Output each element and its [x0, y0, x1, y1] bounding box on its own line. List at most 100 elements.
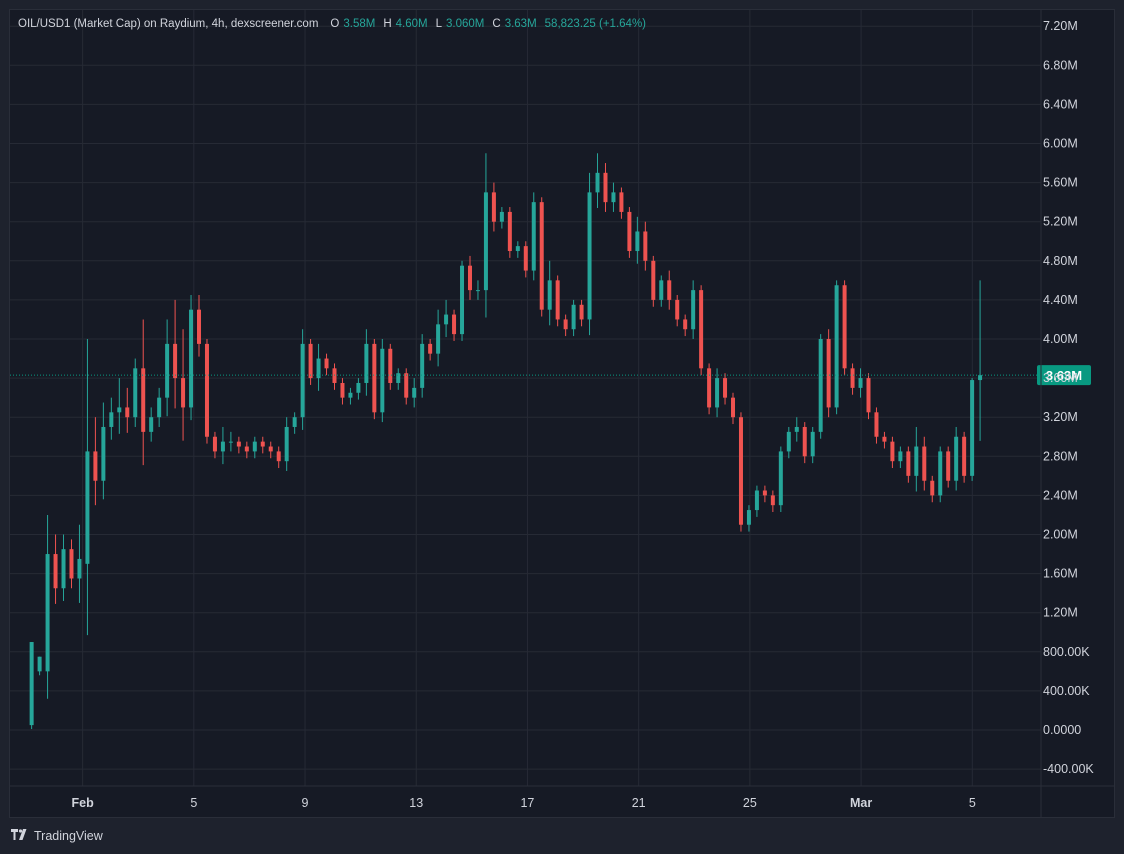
- candle: [340, 378, 345, 405]
- candle: [731, 392, 736, 425]
- candle: [404, 368, 409, 405]
- candle: [587, 172, 592, 336]
- candle: [802, 422, 807, 464]
- legend-change: 58,823.25 (+1.64%): [544, 18, 646, 30]
- candle: [643, 221, 648, 271]
- y-tick-label: 3.60M: [1043, 371, 1078, 385]
- candle: [189, 295, 194, 421]
- candle: [149, 407, 154, 442]
- y-tick-label: 6.80M: [1043, 58, 1078, 72]
- brand-name[interactable]: TradingView: [34, 829, 103, 843]
- legend-open-label: O: [330, 18, 340, 30]
- legend-high-label: H: [383, 18, 392, 30]
- chart-canvas[interactable]: 3.63M 7.20M 6.80M 6.40M 6.00M 5.60M 5.20M 4.80…: [10, 10, 1114, 817]
- y-tick-label: 1.20M: [1043, 606, 1078, 620]
- candle: [117, 378, 122, 434]
- y-tick-label: 7.20M: [1043, 19, 1078, 33]
- symbol-title: OIL/USD1 (Market Cap) on Raydium, 4h, de…: [18, 18, 319, 30]
- candle: [691, 280, 696, 339]
- candle: [483, 153, 488, 318]
- candle: [348, 387, 353, 405]
- candle: [978, 280, 983, 441]
- candle: [882, 431, 887, 449]
- candle: [866, 373, 871, 420]
- candle: [292, 412, 297, 434]
- x-tick-label: 25: [743, 796, 757, 810]
- candle: [444, 299, 449, 338]
- candle: [675, 295, 680, 327]
- symbol-legend: OIL/USD1 (Market Cap) on Raydium, 4h, de…: [18, 18, 646, 30]
- y-tick-label: 0.0000: [1043, 723, 1081, 737]
- y-tick-label: 5.60M: [1043, 176, 1078, 190]
- candle: [515, 241, 520, 258]
- tradingview-logo-icon[interactable]: [10, 829, 30, 843]
- candle: [69, 539, 74, 589]
- candle: [165, 319, 170, 417]
- current-price-tag: [1037, 365, 1091, 386]
- candle: [786, 426, 791, 459]
- candle: [29, 642, 34, 730]
- candle: [372, 339, 377, 420]
- candle: [970, 378, 975, 481]
- candle: [906, 446, 911, 483]
- candle: [547, 260, 552, 326]
- candle: [316, 343, 321, 391]
- candle: [220, 426, 225, 465]
- candle: [53, 534, 58, 604]
- y-tick-label: 6.00M: [1043, 137, 1078, 151]
- candle: [954, 426, 959, 491]
- candle: [962, 431, 967, 483]
- candle: [412, 378, 417, 408]
- candle: [181, 329, 186, 441]
- x-tick-label: 13: [409, 796, 423, 810]
- time-axis[interactable]: Feb 5 9 13 17 21 25 Mar 5: [10, 785, 1114, 810]
- candle: [595, 153, 600, 209]
- candle: [810, 426, 815, 464]
- grid-lines: [10, 10, 1041, 786]
- candle: [651, 255, 656, 307]
- candle: [754, 485, 759, 517]
- candle: [555, 275, 560, 327]
- y-tick-label: 800.00K: [1043, 645, 1090, 659]
- candle: [332, 363, 337, 390]
- candle: [922, 436, 927, 491]
- candle: [109, 397, 114, 440]
- candle: [794, 417, 799, 442]
- x-tick-label: Feb: [71, 796, 94, 810]
- candle: [244, 441, 249, 459]
- candle: [930, 475, 935, 503]
- candle: [396, 368, 401, 390]
- candle: [499, 207, 504, 229]
- candle: [531, 192, 536, 281]
- candle: [762, 485, 767, 503]
- candle: [778, 446, 783, 513]
- y-tick-label: 2.00M: [1043, 528, 1078, 542]
- candle: [898, 446, 903, 469]
- price-axis[interactable]: 7.20M 6.80M 6.40M 6.00M 5.60M 5.20M 4.80M 4.40M…: [1040, 10, 1094, 817]
- candle: [818, 334, 823, 439]
- current-price-label: 3.63M: [1046, 368, 1082, 383]
- y-tick-label: 2.80M: [1043, 449, 1078, 463]
- candle: [746, 505, 751, 532]
- x-tick-label: 9: [302, 796, 309, 810]
- y-tick-label: 6.40M: [1043, 97, 1078, 111]
- candle: [77, 524, 82, 603]
- candle: [284, 417, 289, 471]
- y-tick-label: 4.40M: [1043, 293, 1078, 307]
- legend-close-value: 3.63M: [504, 18, 537, 30]
- candle: [308, 339, 313, 385]
- candle: [707, 363, 712, 415]
- candle: [467, 255, 472, 300]
- candle: [858, 368, 863, 398]
- candle: [460, 260, 465, 341]
- candle: [842, 280, 847, 376]
- candle: [61, 534, 66, 601]
- candle: [252, 436, 257, 459]
- footer: TradingView: [10, 826, 103, 846]
- candle: [300, 329, 305, 430]
- candle: [475, 280, 480, 300]
- candle: [738, 412, 743, 532]
- candle: [563, 314, 568, 337]
- candle: [173, 299, 178, 409]
- candle: [133, 358, 138, 427]
